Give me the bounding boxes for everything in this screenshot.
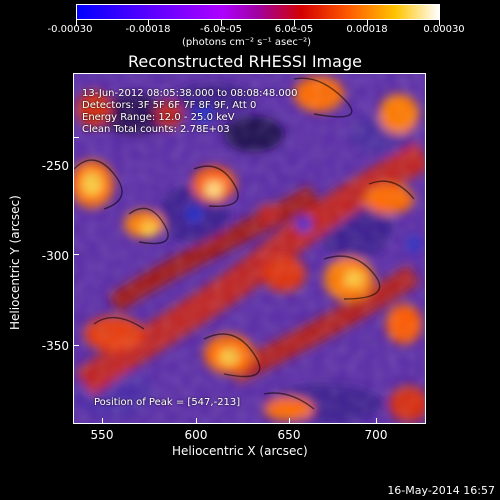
x-tick-mark [376, 418, 377, 424]
colorbar-tick [148, 20, 149, 26]
x-tick-mark [289, 418, 290, 424]
colorbar-tick-label: 0.00018 [346, 24, 388, 35]
peak-position: Position of Peak = [547,-213] [94, 397, 241, 408]
timestamp: 16-May-2014 16:57 [387, 484, 495, 497]
x-tick-label: 550 [90, 428, 114, 442]
detectors-info: Detectors: 3F 5F 6F 7F 8F 9F, Att 0 [82, 100, 257, 111]
colorbar-units: (photons cm⁻² s⁻¹ asec⁻²) [182, 37, 312, 48]
y-axis-label: Heliocentric Y (arcsec) [8, 195, 22, 330]
plot-title: Reconstructed RHESSI Image [128, 52, 362, 71]
contour-lines [74, 77, 415, 410]
y-tick-label: -350 [41, 339, 69, 353]
x-axis-label: Heliocentric X (arcsec) [172, 444, 308, 458]
colorbar-tick [294, 20, 295, 26]
colorbar-tick-label: 6.0e-05 [274, 24, 314, 35]
colorbar-tick [367, 20, 368, 26]
energy-range: Energy Range: 12.0 - 25.0 keV [82, 112, 235, 123]
y-tick-mark [73, 137, 79, 138]
colorbar-tick-label: 0.00030 [423, 24, 465, 35]
y-tick-mark [73, 345, 79, 346]
x-tick-label: 600 [184, 428, 208, 442]
colorbar-tick-label: -0.00030 [47, 24, 93, 35]
colorbar-tick-label: -0.00018 [125, 24, 171, 35]
x-tick-mark [196, 418, 197, 424]
y-tick-mark [73, 254, 79, 255]
colorbar-tick-label: -6.0e-05 [200, 24, 242, 35]
clean-counts: Clean Total counts: 2.78E+03 [82, 124, 230, 135]
image-frame: 13-Jun-2012 08:05:38.000 to 08:08:48.000… [73, 73, 426, 424]
x-tick-label: 700 [364, 428, 388, 442]
colorbar [76, 4, 440, 20]
x-tick-mark [102, 418, 103, 424]
time-range: 13-Jun-2012 08:05:38.000 to 08:08:48.000 [82, 88, 298, 99]
colorbar-tick [76, 20, 77, 26]
x-tick-label: 650 [277, 428, 301, 442]
colorbar-tick [439, 20, 440, 26]
rhessi-image [74, 74, 425, 423]
colorbar-tick [221, 20, 222, 26]
y-tick-label: -250 [41, 159, 69, 173]
y-tick-label: -300 [41, 249, 69, 263]
